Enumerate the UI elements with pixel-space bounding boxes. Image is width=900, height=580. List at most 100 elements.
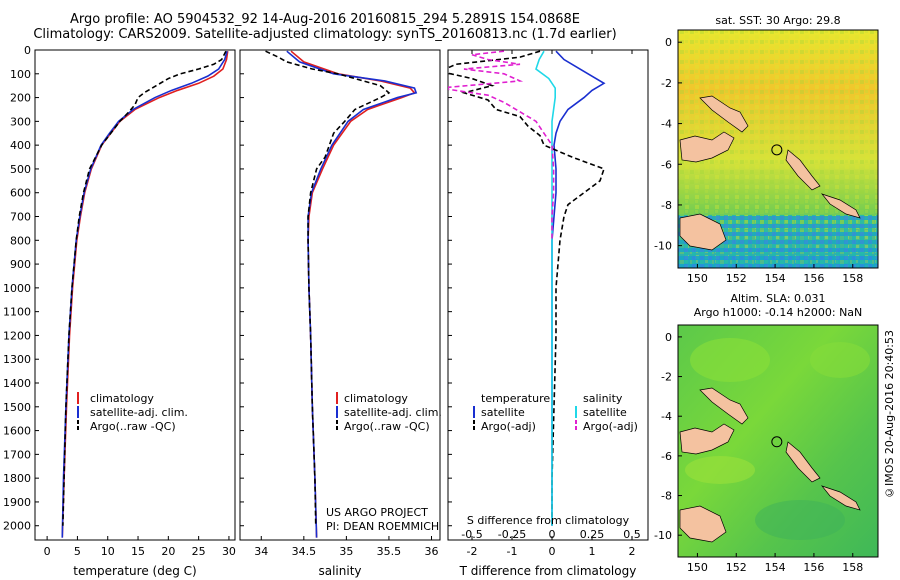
x-tick-label: 1	[589, 545, 596, 558]
map-x-tick-label: 152	[726, 561, 747, 574]
legend-label-satellite: satellite-adj. clim.	[90, 406, 188, 419]
map-y-tick-label: -2	[661, 371, 672, 384]
y-tick-label: 900	[10, 258, 31, 271]
y-tick-label: 1000	[3, 282, 31, 295]
x-tick-label: -2	[467, 545, 478, 558]
credit-text: ©IMOS 20-Aug-2016 20:40:53	[883, 330, 896, 499]
y-tick-label: 1400	[3, 377, 31, 390]
temperature-legend: climatology satellite-adj. clim. Argo(..…	[77, 392, 188, 433]
x-tick-label: 0	[549, 545, 556, 558]
map-x-tick-label: 150	[687, 272, 708, 285]
y-tick-label: 2000	[3, 520, 31, 533]
sst-map	[678, 30, 878, 268]
y-tick-label: 700	[10, 211, 31, 224]
x-tick-label: 2	[629, 545, 636, 558]
y-tick-label: 1700	[3, 448, 31, 461]
sla-map-title: Altim. SLA: 0.031	[730, 292, 825, 305]
solomon-islands-landmass	[820, 485, 861, 511]
depth-axis: 0 100 200 300 400 500 600 700 800 900 1000 1100 1200…	[3, 44, 452, 533]
map-x-tick-label: 150	[687, 561, 708, 574]
map-y-tick-label: -6	[661, 450, 672, 463]
y-tick-label: 200	[10, 92, 31, 105]
x-tick-label: -1	[507, 545, 518, 558]
y-tick-label: 600	[10, 187, 31, 200]
sst-map-axes: 150 152 154 156 158 0 -2 -4 -6 -8 -10	[654, 36, 863, 285]
series-line-satelliteadjclim	[61, 50, 228, 538]
legend-label-climatology: climatology	[344, 392, 408, 405]
series-line-argorawqc	[62, 50, 227, 526]
temperature-plot: 0 5 10 15 20 25 30	[44, 50, 236, 558]
series-line-satellite	[535, 50, 557, 526]
x-tick-label: 5	[74, 545, 81, 558]
series-line-argorawqc	[265, 50, 391, 526]
legend-label-sal-argo: Argo(-adj)	[583, 420, 638, 433]
map-y-tick-label: -8	[661, 199, 672, 212]
new-britain-landmass	[699, 95, 749, 133]
x-tick-label: 10	[101, 545, 115, 558]
legend-label-temp-satellite: satellite	[481, 406, 525, 419]
y-tick-label: 0	[24, 44, 31, 57]
map-y-tick-label: 0	[665, 331, 672, 344]
y-tick-label: 1900	[3, 496, 31, 509]
map-x-tick-label: 154	[765, 272, 786, 285]
legend-header-salinity: salinity	[583, 392, 623, 405]
sla-map-subtitle: Argo h1000: -0.14 h2000: NaN	[694, 306, 863, 319]
map-x-tick-label: 158	[842, 272, 863, 285]
landmass	[679, 131, 735, 163]
sla-high-patch	[685, 456, 755, 484]
sla-high-patch	[810, 342, 870, 378]
temperature-axes	[34, 49, 236, 541]
project-line2: PI: DEAN ROEMMICH	[326, 520, 439, 533]
difference-axes	[447, 49, 649, 541]
series-line-satellite	[551, 50, 606, 526]
legend-label-argo: Argo(..raw -QC)	[344, 420, 430, 433]
map-y-tick-label: -6	[661, 158, 672, 171]
sla-low-patch	[755, 500, 845, 540]
series-line-climatology	[61, 51, 229, 538]
landmass	[679, 423, 735, 455]
new-guinea-landmass	[679, 505, 727, 543]
x-tick-label: 34	[254, 545, 268, 558]
y-tick-label: 1100	[3, 306, 31, 319]
x-tick-label: 35	[339, 545, 353, 558]
difference-plot: -2 -1 0 1 2 -0.5 -0.25 0 0.25 0.5	[448, 50, 641, 558]
map-x-tick-label: 156	[803, 561, 824, 574]
sla-map-axes: 150 152 154 156 158 0 -2 -4 -6 -8 -10	[654, 331, 863, 574]
salinity-legend: climatology satellite-adj. clim. Argo(..…	[336, 392, 442, 433]
figure-title-line2: Climatology: CARS2009. Satellite-adjuste…	[33, 27, 617, 42]
map-y-tick-label: -10	[654, 529, 672, 542]
y-tick-label: 1300	[3, 353, 31, 366]
project-line1: US ARGO PROJECT	[326, 506, 428, 519]
solomon-islands-landmass	[820, 193, 861, 219]
y-tick-label: 100	[10, 68, 31, 81]
legend-label-argo: Argo(..raw -QC)	[90, 420, 176, 433]
map-y-tick-label: -8	[661, 490, 672, 503]
x-tick-label: 30	[222, 545, 236, 558]
sst-map-frame	[677, 29, 879, 269]
legend-label-satellite: satellite-adj. clim.	[344, 406, 442, 419]
x-tick-label: 20	[161, 545, 175, 558]
legend-label-climatology: climatology	[90, 392, 154, 405]
map-x-tick-label: 154	[765, 561, 786, 574]
x-tick-top-label: -0.5	[461, 528, 482, 541]
y-tick-label: 1600	[3, 425, 31, 438]
map-x-tick-label: 152	[726, 272, 747, 285]
y-tick-label: 1800	[3, 472, 31, 485]
sla-high-patch	[690, 338, 770, 382]
x-tick-top-label: 0.25	[580, 528, 605, 541]
y-tick-label: 300	[10, 115, 31, 128]
map-y-tick-label: -10	[654, 240, 672, 253]
new-guinea-landmass	[679, 213, 727, 251]
y-tick-label: 500	[10, 163, 31, 176]
temperature-xlabel: temperature (deg C)	[73, 564, 196, 578]
x-tick-label: 36	[424, 545, 438, 558]
legend-header-temperature: temperature	[481, 392, 550, 405]
map-x-tick-label: 156	[803, 272, 824, 285]
x-tick-label: 15	[131, 545, 145, 558]
y-tick-label: 1200	[3, 329, 31, 342]
sla-map-frame	[677, 324, 879, 558]
difference-legend: temperature salinity satellite Argo(-adj…	[473, 392, 638, 433]
map-y-tick-label: -2	[661, 77, 672, 90]
series-line-argoadj	[448, 50, 555, 241]
